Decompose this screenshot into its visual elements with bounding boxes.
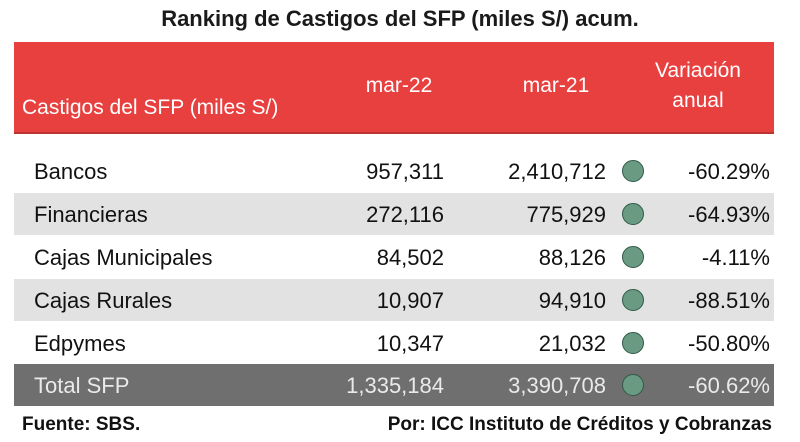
table-row: Cajas Municipales 84,502 88,126 -4.11% <box>14 236 774 278</box>
green-circle-icon <box>622 374 644 396</box>
total-mar-22: 1,335,184 <box>346 373 444 398</box>
row-label: Cajas Municipales <box>34 245 213 270</box>
row-mar-21: 88,126 <box>538 245 606 270</box>
total-variation: -60.62% <box>688 373 770 398</box>
row-mar-22: 84,502 <box>376 245 444 270</box>
table-row: Cajas Rurales 10,907 94,910 -88.51% <box>14 279 774 321</box>
header-label: Castigos del SFP (miles S/) <box>22 96 279 119</box>
row-mar-22: 957,311 <box>366 159 444 184</box>
green-circle-icon <box>622 246 644 268</box>
author-note: Por: ICC Instituto de Créditos y Cobranz… <box>387 414 772 435</box>
green-circle-icon <box>622 289 644 311</box>
row-mar-21: 2,410,712 <box>508 159 606 184</box>
header-mar-22: mar-22 <box>365 74 433 97</box>
table-title: Ranking de Castigos del SFP (miles S/) a… <box>161 6 639 31</box>
table-row: Financieras 272,116 775,929 -64.93% <box>14 193 774 235</box>
green-circle-icon <box>622 332 644 354</box>
row-mar-22: 10,347 <box>376 331 444 356</box>
row-label: Edpymes <box>34 331 126 356</box>
row-mar-21: 94,910 <box>538 288 606 313</box>
green-circle-icon <box>622 160 644 182</box>
row-label: Cajas Rurales <box>34 288 173 313</box>
total-label: Total SFP <box>34 373 130 398</box>
table-header: Castigos del SFP (miles S/) mar-22 mar-2… <box>14 42 774 132</box>
row-label: Financieras <box>34 202 148 227</box>
row-mar-21: 775,929 <box>526 202 606 227</box>
row-variation: -60.29% <box>688 159 770 184</box>
row-variation: -4.11% <box>701 245 770 270</box>
total-row: Total SFP 1,335,184 3,390,708 -60.62% <box>14 364 774 406</box>
row-variation: -64.93% <box>688 202 770 227</box>
header-mar-21: mar-21 <box>522 74 590 97</box>
green-circle-icon <box>622 203 644 225</box>
header-divider <box>14 132 774 134</box>
total-mar-21: 3,390,708 <box>508 373 606 398</box>
table-row: Bancos 957,311 2,410,712 -60.29% <box>14 150 774 192</box>
header-variation-line1: Variación <box>655 59 741 82</box>
header-variation-line2: anual <box>672 89 724 112</box>
row-label: Bancos <box>34 159 108 184</box>
row-mar-22: 272,116 <box>366 202 444 227</box>
row-variation: -50.80% <box>688 331 770 356</box>
header-variation: Variación anual <box>622 56 774 116</box>
source-note: Fuente: SBS. <box>22 414 141 435</box>
row-mar-22: 10,907 <box>376 288 444 313</box>
row-mar-21: 21,032 <box>538 331 606 356</box>
row-variation: -88.51% <box>688 288 770 313</box>
table-row: Edpymes 10,347 21,032 -50.80% <box>14 322 774 364</box>
